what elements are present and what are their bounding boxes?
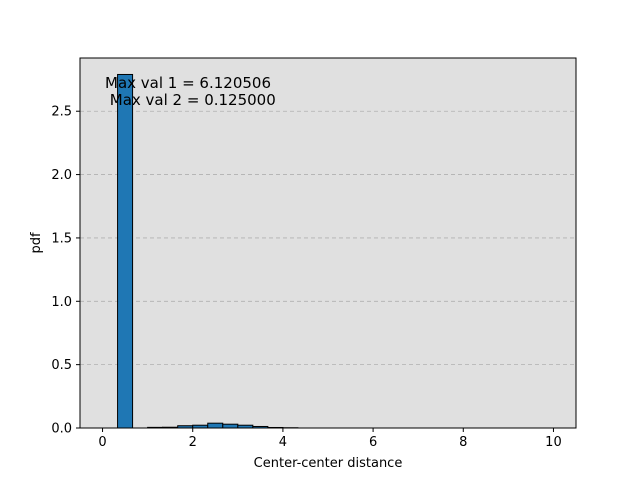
- histogram-bar: [117, 73, 134, 429]
- plot-frame: [79, 57, 577, 429]
- x-axis-label: Center-center distance: [254, 456, 403, 471]
- x-tick-label: 8: [459, 435, 467, 450]
- annotation-max-val-2: Max val 2 = 0.125000: [105, 91, 276, 109]
- x-tick-label: 2: [189, 435, 197, 450]
- y-tick-label: 1.0: [51, 295, 72, 310]
- y-axis-label: pdf: [29, 232, 44, 254]
- histogram-bar: [222, 423, 239, 429]
- x-axis-ticks: 0 2 4 6 8 10: [98, 428, 562, 450]
- x-tick-label: 4: [279, 435, 287, 450]
- x-tick-label: 10: [545, 435, 562, 450]
- annotation-max-val-1: Max val 1 = 6.120506: [105, 74, 271, 92]
- histogram-bar: [207, 422, 224, 429]
- y-tick-label: 2.0: [51, 168, 72, 183]
- y-tick-label: 2.5: [51, 105, 72, 120]
- y-tick-label: 1.5: [51, 231, 72, 246]
- y-gridlines: [80, 110, 576, 366]
- x-tick-label: 6: [369, 435, 377, 450]
- plot-area: [80, 58, 576, 428]
- y-axis-ticks: 0.0 0.5 1.0 1.5 2.0 2.5: [51, 105, 80, 437]
- y-tick-label: 0.0: [51, 422, 72, 437]
- x-tick-label: 0: [98, 435, 106, 450]
- y-tick-label: 0.5: [51, 358, 72, 373]
